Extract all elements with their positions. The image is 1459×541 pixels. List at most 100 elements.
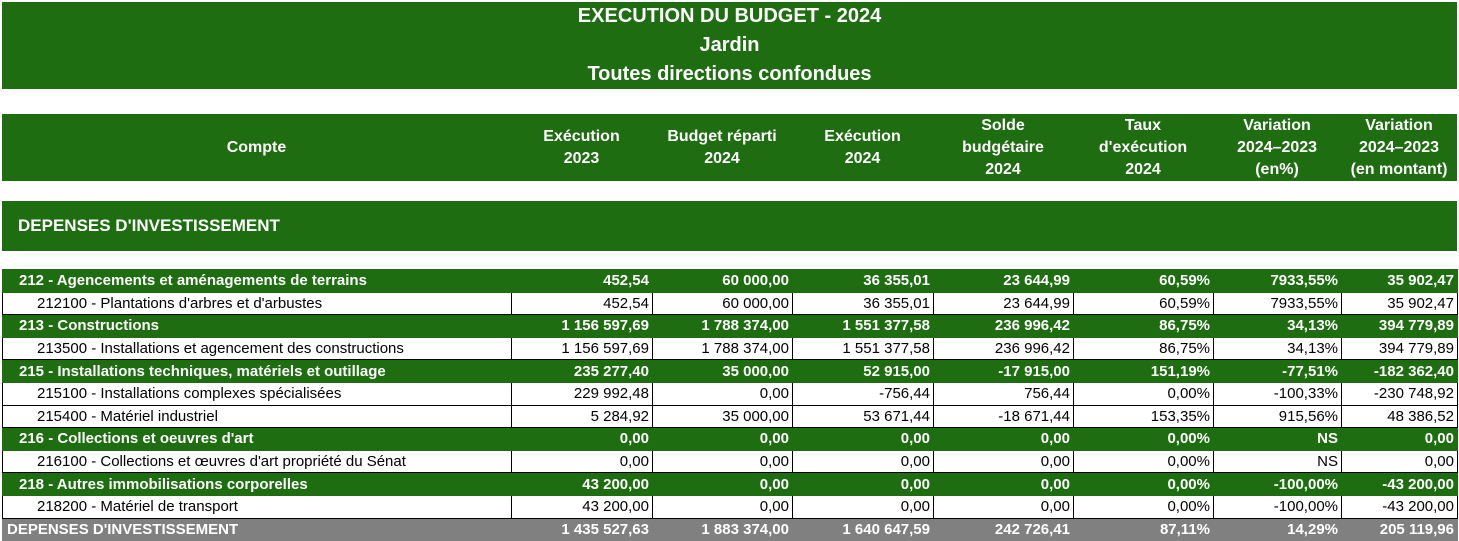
value-cell: 35 902,47 [1341, 269, 1458, 293]
column-header-3: Exécution 2024 [792, 114, 933, 181]
column-header-1: Exécution 2023 [511, 114, 652, 181]
value-cell: 52 915,00 [792, 359, 934, 383]
value-cell: 1 883 374,00 [652, 517, 793, 541]
value-cell: 1 551 377,58 [792, 336, 934, 361]
value-cell: 0,00 [652, 472, 793, 496]
value-cell: 23 644,99 [933, 269, 1074, 293]
value-cell: 5 284,92 [511, 404, 653, 429]
column-header-line: 2024–2023 [1236, 138, 1318, 156]
value-cell: 452,54 [511, 269, 653, 293]
account-detail-row: 215100 - Installations complexes spécial… [2, 381, 1458, 406]
section-title: DEPENSES D'INVESTISSEMENT [18, 216, 280, 235]
column-header-2: Budget réparti 2024 [652, 114, 792, 181]
account-detail-row: 212100 - Plantations d'arbres et d'arbus… [2, 291, 1458, 316]
value-cell: -756,44 [792, 381, 934, 406]
value-cell: 87,11% [1073, 517, 1214, 541]
value-cell: 1 788 374,00 [652, 314, 793, 338]
value-cell: -182 362,40 [1341, 359, 1458, 383]
value-cell: 915,56% [1213, 404, 1342, 429]
account-label: 212100 - Plantations d'arbres et d'arbus… [2, 291, 512, 316]
column-header-line: 2024 [704, 149, 740, 167]
value-cell: 0,00 [792, 494, 934, 519]
value-cell: 43 200,00 [511, 494, 653, 519]
value-cell: -17 915,00 [933, 359, 1074, 383]
column-header-line: (en montant) [1350, 160, 1448, 178]
title-line-2: Jardin [699, 34, 760, 56]
value-cell: 394 779,89 [1341, 336, 1458, 361]
value-cell: NS [1213, 449, 1342, 474]
value-cell: 34,13% [1213, 336, 1342, 361]
account-label: 216 - Collections et oeuvres d'art [2, 427, 512, 451]
value-cell: 0,00% [1073, 427, 1214, 451]
account-detail-row: 215400 - Matériel industriel 5 284,92 35 0… [2, 404, 1458, 429]
value-cell: 0,00 [652, 427, 793, 451]
column-header-0: Compte [2, 114, 511, 181]
value-cell: 23 644,99 [933, 291, 1074, 316]
account-label: DEPENSES D'INVESTISSEMENT [2, 517, 512, 541]
column-header-line: 2023 [563, 149, 600, 167]
column-header-line: budgétaire [962, 138, 1044, 156]
value-cell: 34,13% [1213, 314, 1342, 338]
account-group-row: 216 - Collections et oeuvres d'art 0,00 0,… [2, 427, 1458, 451]
value-cell: 0,00 [933, 472, 1074, 496]
column-header-line: 2024 [1125, 160, 1161, 178]
value-cell: 1 551 377,58 [792, 314, 934, 338]
account-group-row: 215 - Installations techniques, matériel… [2, 359, 1458, 383]
column-header-line: Taux [1124, 116, 1162, 134]
column-header-line: d'exécution [1098, 138, 1188, 156]
account-label: 213 - Constructions [2, 314, 512, 338]
value-cell: 0,00 [792, 472, 934, 496]
column-header-band: Compte Exécution 2023 Budget réparti 2024 Exé… [2, 114, 1457, 181]
value-cell: 236 996,42 [933, 336, 1074, 361]
value-cell: -100,00% [1213, 494, 1342, 519]
value-cell: 60,59% [1073, 291, 1214, 316]
value-cell: -43 200,00 [1341, 494, 1458, 519]
column-header-line: 2024 [985, 160, 1021, 178]
column-header-line: 2024 [844, 149, 881, 167]
total-row: DEPENSES D'INVESTISSEMENT 1 435 527,63 1 8… [2, 517, 1458, 541]
column-header-6: Variation 2024–2023 (en%) [1213, 114, 1341, 181]
value-cell: 0,00% [1073, 381, 1214, 406]
column-header-line: (en%) [1255, 160, 1299, 178]
account-detail-row: 216100 - Collections et œuvres d'art pro… [2, 449, 1458, 474]
value-cell: -18 671,44 [933, 404, 1074, 429]
account-group-row: 212 - Agencements et aménagements de ter… [2, 269, 1458, 293]
value-cell: NS [1213, 427, 1342, 451]
column-header-line: Exécution [543, 127, 620, 145]
value-cell: 0,00 [652, 449, 793, 474]
value-cell: 236 996,42 [933, 314, 1074, 338]
column-header-4: Solde budgétaire 2024 [933, 114, 1073, 181]
account-label: 215400 - Matériel industriel [2, 404, 512, 429]
value-cell: 60 000,00 [652, 291, 793, 316]
account-group-row: 218 - Autres immobilisations corporelles… [2, 472, 1458, 496]
account-label: 212 - Agencements et aménagements de ter… [2, 269, 512, 293]
value-cell: 0,00 [652, 381, 793, 406]
value-cell: 205 119,96 [1341, 517, 1458, 541]
value-cell: -100,33% [1213, 381, 1342, 406]
report-title: EXECUTION DU BUDGET - 2024 Jardin Toutes… [2, 2, 1457, 89]
value-cell: 35 902,47 [1341, 291, 1458, 316]
account-label: 213500 - Installations et agencement des… [2, 336, 512, 361]
account-label: 216100 - Collections et œuvres d'art pro… [2, 449, 512, 474]
account-label: 215100 - Installations complexes spécial… [2, 381, 512, 406]
value-cell: 60,59% [1073, 269, 1214, 293]
value-cell: 0,00 [1341, 427, 1458, 451]
value-cell: 0,00 [933, 427, 1074, 451]
value-cell: 0,00 [933, 494, 1074, 519]
value-cell: -77,51% [1213, 359, 1342, 383]
value-cell: 36 355,01 [792, 291, 934, 316]
value-cell: 1 435 527,63 [511, 517, 653, 541]
value-cell: 0,00 [511, 449, 653, 474]
column-header-line: 2024–2023 [1358, 138, 1440, 156]
value-cell: 35 000,00 [652, 404, 793, 429]
value-cell: 1 640 647,59 [792, 517, 934, 541]
value-cell: 7933,55% [1213, 269, 1342, 293]
value-cell: 229 992,48 [511, 381, 653, 406]
value-cell: -230 748,92 [1341, 381, 1458, 406]
value-cell: 0,00 [933, 449, 1074, 474]
value-cell: -100,00% [1213, 472, 1342, 496]
value-cell: 0,00% [1073, 472, 1214, 496]
value-cell: 1 788 374,00 [652, 336, 793, 361]
account-detail-row: 213500 - Installations et agencement des… [2, 336, 1458, 361]
title-line-1: EXECUTION DU BUDGET - 2024 [577, 5, 882, 27]
